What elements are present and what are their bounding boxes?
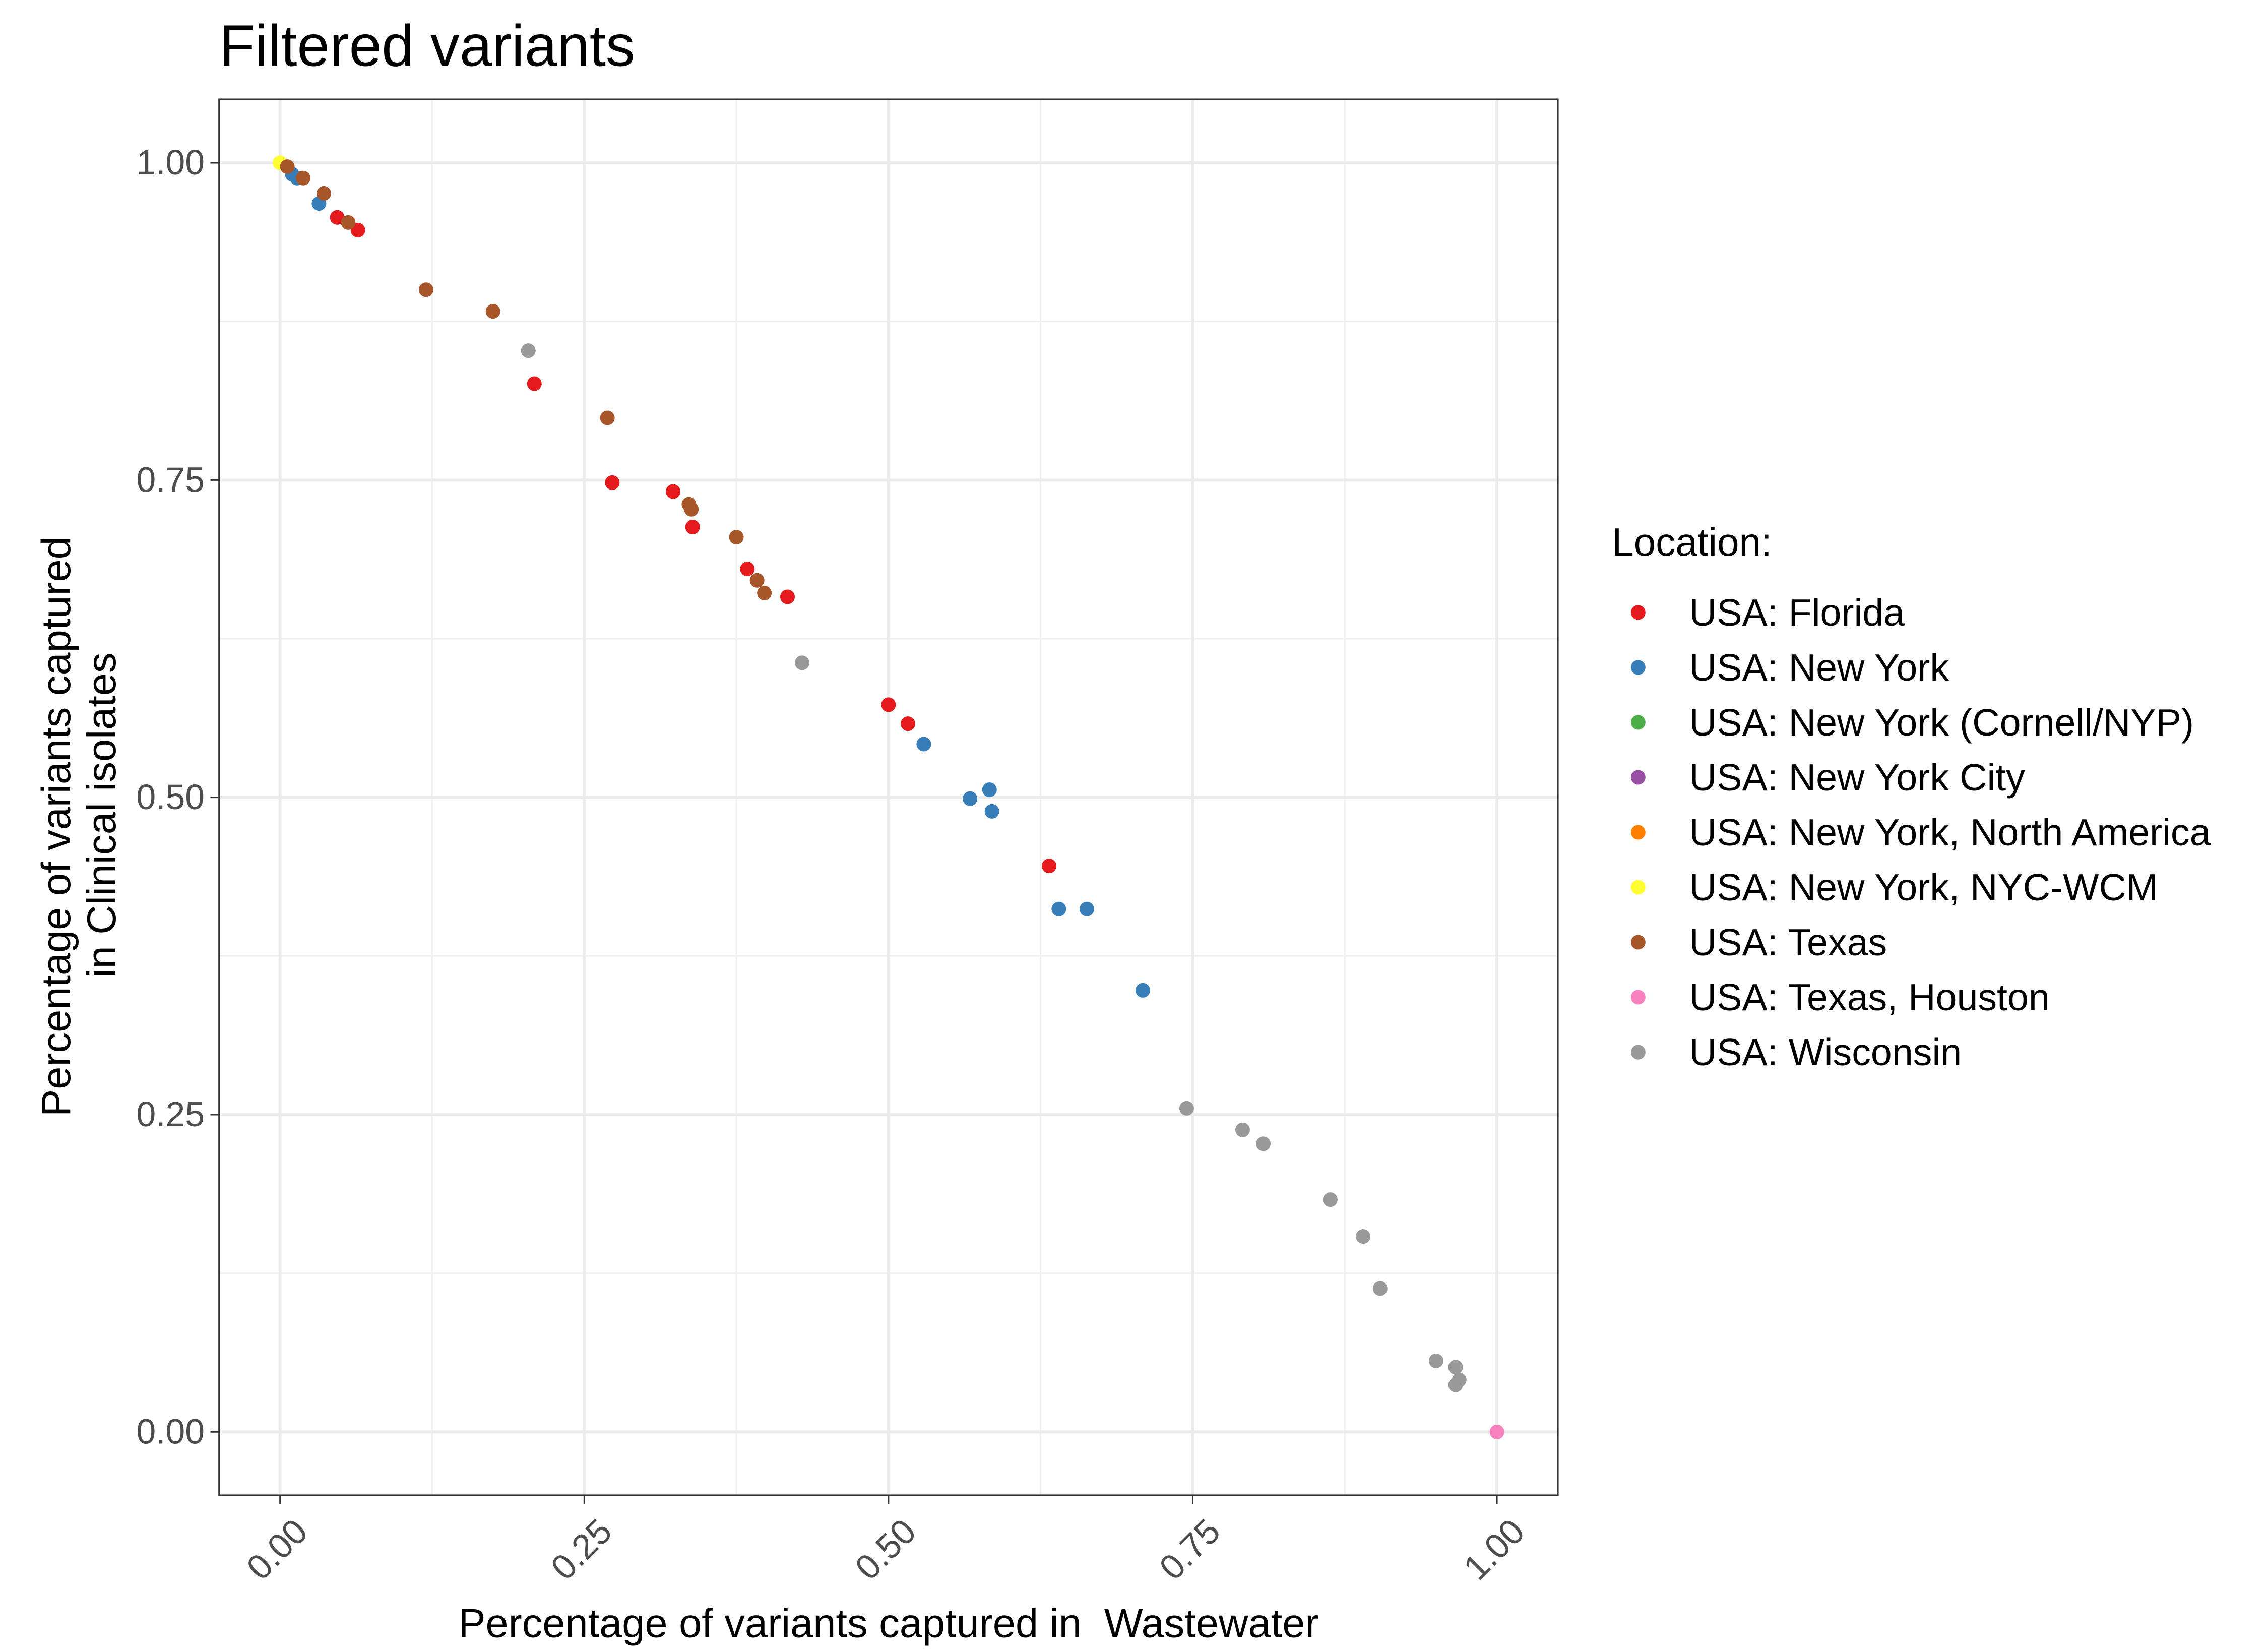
point	[901, 716, 916, 731]
point	[984, 804, 999, 819]
y-tick-label: 0.75	[137, 460, 205, 500]
legend-label: USA: New York, NYC-WCM	[1689, 866, 2158, 908]
point	[666, 484, 681, 499]
point	[296, 170, 311, 186]
point	[1428, 1353, 1443, 1368]
legend-label: USA: New York (Cornell/NYP)	[1689, 701, 2194, 744]
legend-marker	[1630, 1045, 1646, 1060]
point	[1079, 901, 1094, 916]
point	[1051, 901, 1066, 916]
y-tick-label: 1.00	[137, 143, 205, 182]
point	[600, 410, 615, 425]
legend-marker	[1630, 825, 1646, 840]
point	[1322, 1192, 1338, 1207]
point	[1372, 1281, 1388, 1296]
y-tick-label: 0.50	[137, 777, 205, 817]
point	[963, 791, 978, 806]
point	[1489, 1424, 1504, 1439]
y-axis-title: Percentage of variants captured in Clini…	[34, 479, 124, 1116]
point	[527, 376, 542, 391]
legend-title: Location:	[1612, 520, 1772, 564]
point	[982, 782, 997, 798]
point	[1356, 1229, 1371, 1244]
point	[1042, 859, 1057, 874]
point	[521, 343, 536, 358]
point	[1235, 1122, 1250, 1137]
legend-label: USA: Florida	[1689, 591, 1905, 634]
point	[740, 562, 755, 577]
legend-label: USA: New York	[1689, 646, 1949, 689]
point	[916, 737, 931, 752]
x-axis-title: Percentage of variants captured in Waste…	[458, 1601, 1318, 1646]
legend-label: USA: Wisconsin	[1689, 1031, 1962, 1073]
legend-label: USA: Texas	[1689, 921, 1887, 963]
legend-label: USA: Texas, Houston	[1689, 976, 2050, 1018]
point	[729, 530, 744, 545]
y-axis-title-line: in Clinical isolates	[79, 652, 124, 977]
point	[330, 210, 345, 225]
point	[341, 215, 356, 230]
point	[685, 520, 700, 535]
legend-label: USA: New York City	[1689, 756, 2025, 799]
y-axis-title-line: Percentage of variants captured	[34, 536, 79, 1117]
point	[684, 502, 699, 517]
legend-marker	[1630, 770, 1646, 785]
legend-marker	[1630, 715, 1646, 730]
point	[1448, 1377, 1463, 1392]
y-tick-label: 0.00	[137, 1412, 205, 1451]
legend-marker	[1630, 935, 1646, 950]
point	[1256, 1136, 1271, 1151]
point	[749, 573, 765, 588]
legend-marker	[1630, 990, 1646, 1005]
y-tick-label: 0.25	[137, 1094, 205, 1134]
legend-label: USA: New York, North America	[1689, 811, 2211, 853]
point	[317, 186, 332, 201]
point	[1136, 983, 1151, 998]
point	[1179, 1100, 1194, 1116]
point	[605, 475, 620, 490]
point	[780, 589, 795, 604]
point	[1448, 1360, 1463, 1375]
point	[881, 697, 896, 712]
legend-marker	[1630, 880, 1646, 895]
point	[418, 282, 433, 297]
legend-marker	[1630, 605, 1646, 620]
plot-border	[218, 98, 1559, 1496]
point	[485, 304, 500, 319]
legend-marker	[1630, 660, 1646, 675]
chart-title: Filtered variants	[219, 13, 635, 78]
point	[280, 159, 295, 174]
point	[757, 585, 772, 600]
point	[794, 655, 809, 670]
